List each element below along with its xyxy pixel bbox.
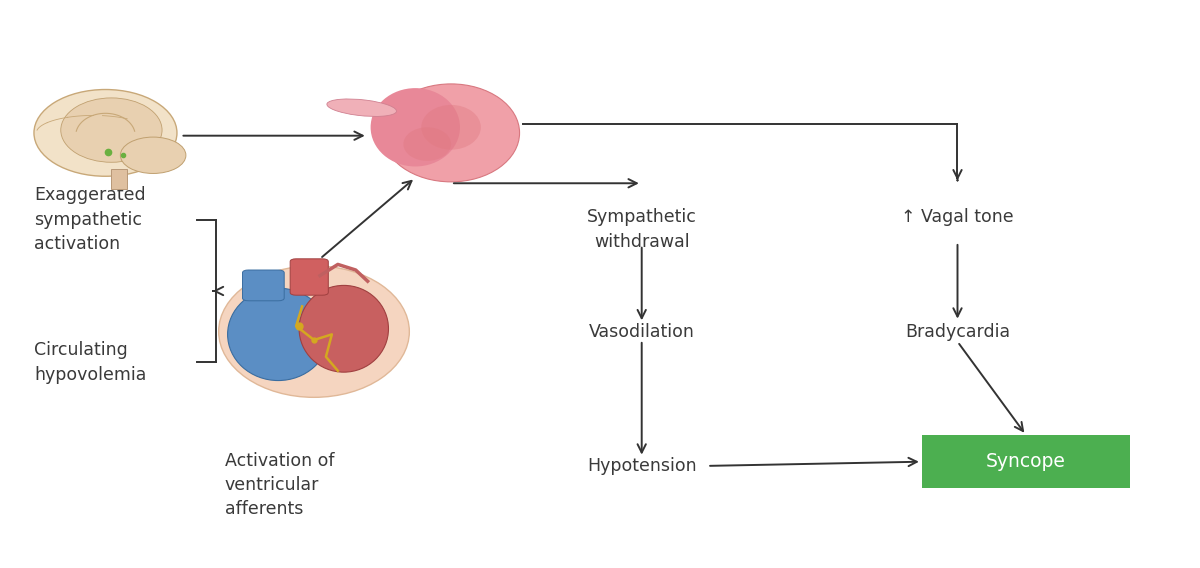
Text: Vasodilation: Vasodilation bbox=[589, 323, 695, 341]
Ellipse shape bbox=[421, 105, 481, 150]
Ellipse shape bbox=[61, 98, 162, 162]
Text: Circulating
hypovolemia: Circulating hypovolemia bbox=[34, 341, 146, 383]
Ellipse shape bbox=[228, 288, 329, 381]
Text: Activation of
ventricular
afferents: Activation of ventricular afferents bbox=[224, 452, 334, 519]
Ellipse shape bbox=[383, 84, 520, 182]
Polygon shape bbox=[112, 169, 127, 189]
Text: Syncope: Syncope bbox=[986, 452, 1066, 471]
Ellipse shape bbox=[299, 285, 389, 372]
Text: ↑ Vagal tone: ↑ Vagal tone bbox=[901, 208, 1014, 227]
FancyBboxPatch shape bbox=[290, 259, 329, 295]
FancyBboxPatch shape bbox=[922, 435, 1130, 488]
Ellipse shape bbox=[218, 266, 409, 398]
Ellipse shape bbox=[403, 127, 451, 161]
Text: Bradycardia: Bradycardia bbox=[905, 323, 1010, 341]
Ellipse shape bbox=[34, 90, 176, 176]
FancyBboxPatch shape bbox=[242, 270, 284, 301]
Text: Exaggerated
sympathetic
activation: Exaggerated sympathetic activation bbox=[34, 186, 145, 253]
Ellipse shape bbox=[120, 137, 186, 173]
Ellipse shape bbox=[371, 88, 460, 166]
Text: Hypotension: Hypotension bbox=[587, 457, 696, 475]
Ellipse shape bbox=[326, 99, 396, 116]
Text: Sympathetic
withdrawal: Sympathetic withdrawal bbox=[587, 208, 697, 250]
